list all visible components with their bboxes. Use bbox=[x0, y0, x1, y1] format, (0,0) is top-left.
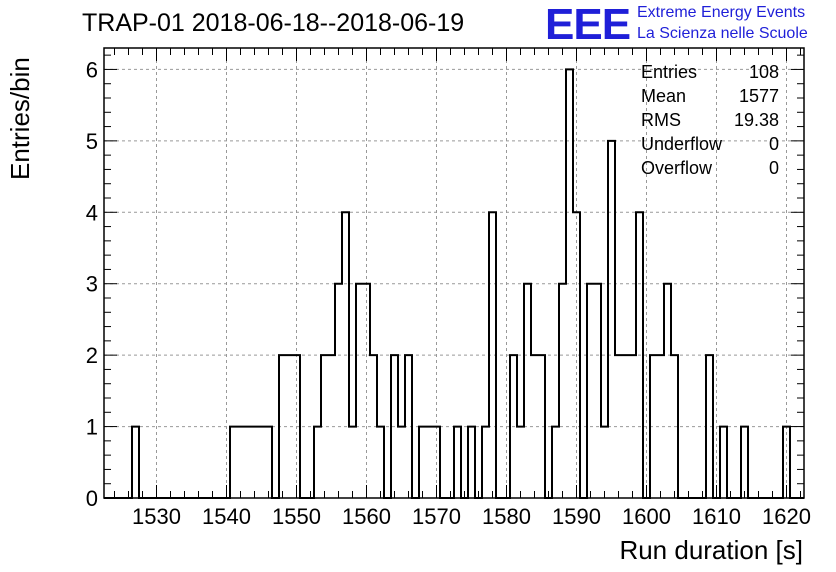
axes-frame bbox=[103, 47, 805, 499]
y-axis-label: Entries/bin bbox=[5, 57, 35, 180]
histogram-bin bbox=[398, 427, 405, 498]
y-tick-label: 4 bbox=[86, 200, 98, 225]
histogram-bin bbox=[342, 212, 349, 498]
histogram-bin bbox=[510, 355, 517, 498]
y-tick-label: 1 bbox=[86, 415, 98, 440]
histogram-bin bbox=[293, 355, 300, 498]
histogram-bin bbox=[636, 212, 643, 498]
grid-lines bbox=[104, 48, 804, 498]
histogram-bin bbox=[391, 355, 398, 498]
histogram-bin bbox=[622, 355, 629, 498]
histogram-bin bbox=[279, 355, 286, 498]
x-tick-label: 1620 bbox=[762, 504, 811, 529]
histogram-bin bbox=[349, 427, 356, 498]
histogram-bin bbox=[615, 355, 622, 498]
histogram-bin bbox=[321, 355, 328, 498]
stat-label: Entries bbox=[641, 62, 698, 82]
stat-value: 19.38 bbox=[733, 110, 779, 130]
plot-frame bbox=[103, 47, 805, 499]
histogram-bin bbox=[517, 427, 524, 498]
histogram-bin bbox=[608, 141, 615, 498]
stats-row-overflow: Overflow 0 bbox=[641, 156, 779, 180]
histogram-bin bbox=[573, 212, 580, 498]
histogram-bin bbox=[244, 427, 251, 498]
histogram-bin bbox=[531, 355, 538, 498]
chart-title: TRAP-01 2018-06-18--2018-06-19 bbox=[82, 9, 465, 37]
logo-line-1: Extreme Energy Events bbox=[637, 4, 806, 21]
histogram-bin bbox=[629, 355, 636, 498]
y-tick-label: 6 bbox=[86, 57, 98, 82]
histogram-bin bbox=[706, 355, 713, 498]
logo-mark: EEE bbox=[545, 0, 631, 49]
histogram-bin bbox=[314, 427, 321, 498]
histogram-bin bbox=[741, 427, 748, 498]
histogram-bin bbox=[538, 355, 545, 498]
histogram-bin bbox=[370, 355, 377, 498]
histogram-bin bbox=[251, 427, 258, 498]
histogram-bin bbox=[650, 355, 657, 498]
histogram-bin bbox=[426, 427, 433, 498]
x-tick-label: 1600 bbox=[622, 504, 671, 529]
stat-value: 1577 bbox=[738, 86, 779, 106]
x-tick-label: 1590 bbox=[552, 504, 601, 529]
tick-labels: 1530 1540 1550 1560 1570 1580 1590 1600 1610 1620… bbox=[86, 57, 811, 529]
histogram-bin bbox=[489, 212, 496, 498]
stats-box: Entries 108 Mean 1577 RMS 19.38 Underflo… bbox=[641, 60, 779, 180]
histogram-bin bbox=[405, 355, 412, 498]
histogram-bin bbox=[265, 427, 272, 498]
x-tick-label: 1580 bbox=[482, 504, 531, 529]
x-tick-label: 1540 bbox=[202, 504, 251, 529]
histogram-bin bbox=[587, 284, 594, 498]
histogram-bin bbox=[363, 284, 370, 498]
stats-row-rms: RMS 19.38 bbox=[641, 108, 779, 132]
histogram-bin bbox=[356, 284, 363, 498]
x-tick-label: 1530 bbox=[132, 504, 181, 529]
stats-row-underflow: Underflow 0 bbox=[641, 132, 779, 156]
histogram-bin bbox=[132, 427, 139, 498]
y-tick-label: 5 bbox=[86, 129, 98, 154]
x-tick-label: 1550 bbox=[272, 504, 321, 529]
histogram-bin bbox=[671, 355, 678, 498]
histogram-bin bbox=[328, 355, 335, 498]
histogram-bin bbox=[657, 355, 664, 498]
stats-row-entries: Entries 108 bbox=[641, 60, 779, 84]
x-axis-label: Run duration [s] bbox=[619, 535, 803, 565]
stat-value: 0 bbox=[768, 134, 779, 154]
stat-value: 0 bbox=[768, 158, 779, 178]
stats-row-mean: Mean 1577 bbox=[641, 84, 779, 108]
y-tick-label: 3 bbox=[86, 272, 98, 297]
logo-line-2: La Scienza nelle Scuole bbox=[637, 25, 808, 42]
histogram-bin bbox=[552, 427, 559, 498]
histogram-bin bbox=[286, 355, 293, 498]
y-tick-label: 0 bbox=[86, 486, 98, 511]
histogram-bin bbox=[559, 284, 566, 498]
histogram-bin bbox=[468, 427, 475, 498]
histogram-bin bbox=[482, 427, 489, 498]
stat-label: Underflow bbox=[641, 134, 723, 154]
histogram-bin bbox=[237, 427, 244, 498]
y-tick-label: 2 bbox=[86, 343, 98, 368]
histogram-bin bbox=[454, 427, 461, 498]
histogram-bin bbox=[524, 284, 531, 498]
stat-label: Overflow bbox=[641, 158, 713, 178]
histogram-bin bbox=[258, 427, 265, 498]
stat-value: 108 bbox=[748, 62, 779, 82]
x-tick-label: 1560 bbox=[342, 504, 391, 529]
stat-label: Mean bbox=[641, 86, 687, 106]
x-tick-label: 1610 bbox=[692, 504, 741, 529]
histogram-bin bbox=[594, 284, 601, 498]
histogram-bin bbox=[419, 427, 426, 498]
histogram-bin bbox=[664, 284, 671, 498]
histogram-bin bbox=[335, 284, 342, 498]
histogram-bin bbox=[377, 427, 384, 498]
histogram-bin bbox=[601, 427, 608, 498]
stat-label: RMS bbox=[641, 110, 681, 130]
x-tick-label: 1570 bbox=[412, 504, 461, 529]
histogram-bin bbox=[720, 427, 727, 498]
histogram-bin bbox=[230, 427, 237, 498]
histogram-bin bbox=[566, 69, 573, 498]
axis-ticks bbox=[104, 48, 804, 499]
